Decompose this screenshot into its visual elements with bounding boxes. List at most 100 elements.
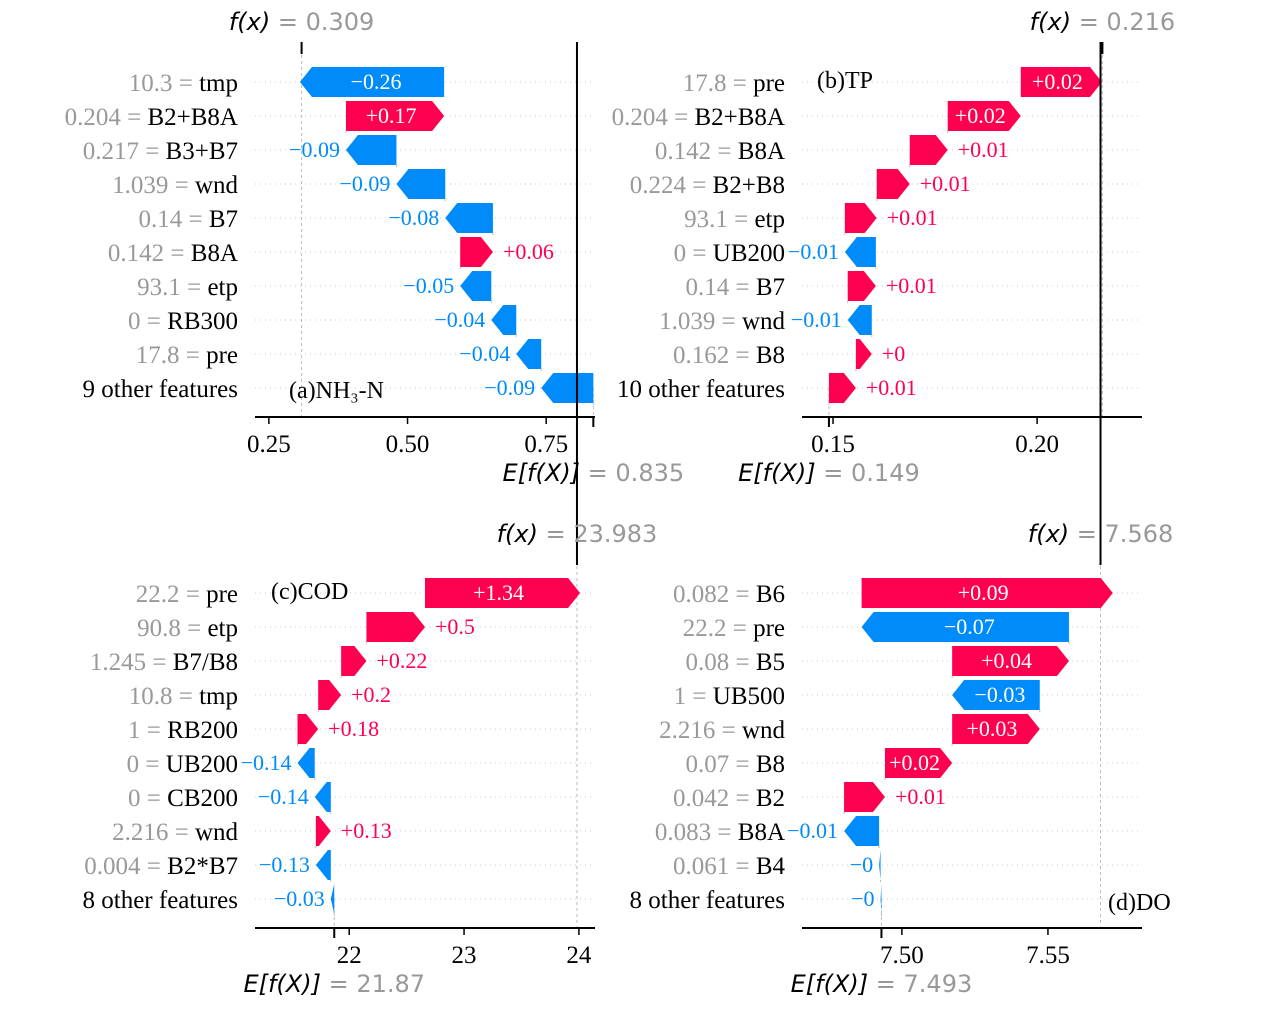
feature-label: 1.039 = wnd xyxy=(112,172,238,199)
base-label: E[f(X)] = 0.149 xyxy=(738,459,920,487)
feature-value: 90.8 xyxy=(137,615,181,642)
feature-label: 0.07 = B8 xyxy=(685,751,785,778)
equals-sign: = xyxy=(181,615,208,642)
bar-etp xyxy=(844,203,877,233)
equals-sign: = xyxy=(729,649,756,676)
feature-value: 1 xyxy=(128,717,141,744)
feature-name: etp xyxy=(754,206,785,233)
equals-sign: = xyxy=(686,683,713,710)
equals-sign: = xyxy=(139,138,166,165)
shap-value-label: +0.02 xyxy=(1032,69,1083,94)
bar-b2 xyxy=(844,782,885,812)
equals-sign: = xyxy=(181,274,208,301)
bar-ub200 xyxy=(297,748,315,778)
feature-value: 1.039 xyxy=(659,308,715,335)
feature-name: B6 xyxy=(756,581,785,608)
feature-value: 0 xyxy=(128,308,141,335)
shap-value-label: +0.01 xyxy=(920,171,971,196)
shap-value-label: −0.03 xyxy=(274,886,325,911)
feature-label: 0.204 = B2+B8A xyxy=(65,104,238,131)
feature-name: B2+B8 xyxy=(713,172,785,199)
shap-value-label: +0.01 xyxy=(886,273,937,298)
base-label: E[f(X)] = 7.493 xyxy=(791,970,973,998)
shap-value-label: −0.09 xyxy=(289,137,340,162)
bar-etp xyxy=(460,271,492,301)
waterfall-panel-c: +1.34 22.2 = pre +0.5 90.8 = etp +0.22 1.245 … xyxy=(83,42,658,998)
feature-name: 8 other features xyxy=(630,887,785,914)
equals-sign: = xyxy=(711,138,738,165)
shap-value-label: −0 xyxy=(850,852,873,877)
feature-label: 2.216 = wnd xyxy=(112,819,238,846)
shap-value-label: +0.2 xyxy=(351,682,391,707)
feature-value: 0.142 xyxy=(108,240,164,267)
feature-value: 17.8 xyxy=(683,70,727,97)
base-label: E[f(X)] = 0.835 xyxy=(503,459,685,487)
bar-wnd xyxy=(396,169,446,199)
feature-name: CB200 xyxy=(167,785,238,812)
equals-sign: = xyxy=(141,717,168,744)
bar-b7-b8 xyxy=(341,646,367,676)
shap-value-label: −0.09 xyxy=(340,171,391,196)
bar-b4 xyxy=(879,850,881,880)
feature-label: 1 = RB200 xyxy=(128,717,238,744)
bar-10-other-features xyxy=(828,373,856,403)
equals-sign: = xyxy=(146,649,173,676)
feature-value: 93.1 xyxy=(137,274,181,301)
feature-name: pre xyxy=(753,70,785,97)
feature-name: 9 other features xyxy=(83,376,238,403)
feature-label: 0 = RB300 xyxy=(128,308,238,335)
base-label: E[f(X)] = 21.87 xyxy=(243,970,425,998)
x-tick-label: 0.20 xyxy=(1015,431,1059,458)
feature-value: 0.14 xyxy=(138,206,182,233)
base-symbol: E[f(X)] xyxy=(503,459,581,487)
bar-9-other-features xyxy=(541,373,594,403)
feature-label: 10.8 = tmp xyxy=(129,683,238,710)
equals-sign: = xyxy=(172,70,199,97)
feature-value: 0.082 xyxy=(673,581,729,608)
feature-label: 0.204 = B2+B8A xyxy=(612,104,785,131)
feature-label: 0.082 = B6 xyxy=(673,581,785,608)
feature-value: 22.2 xyxy=(136,581,180,608)
feature-name: tmp xyxy=(199,683,238,710)
bar-wnd xyxy=(847,305,872,335)
base-symbol: E[f(X)] xyxy=(738,459,816,487)
feature-label: 10.3 = tmp xyxy=(129,70,238,97)
feature-label: 8 other features xyxy=(83,887,238,914)
base-symbol: E[f(X)] xyxy=(243,970,321,998)
fx-label: f(x) = 23.983 xyxy=(497,520,658,548)
feature-value: 0.08 xyxy=(685,649,729,676)
feature-label: 0.224 = B2+B8 xyxy=(630,172,785,199)
equals-sign: = xyxy=(686,172,713,199)
feature-value: 2.216 xyxy=(112,819,168,846)
x-tick-label: 22 xyxy=(337,942,362,969)
shap-value-label: −0.01 xyxy=(788,239,839,264)
feature-name: B8 xyxy=(756,751,785,778)
feature-label: 0.061 = B4 xyxy=(673,853,786,880)
feature-name: wnd xyxy=(742,717,786,744)
equals-sign: = xyxy=(729,751,756,778)
x-tick-label: 0.25 xyxy=(247,431,291,458)
equals-sign: = xyxy=(141,785,168,812)
panel-label: (d)DO xyxy=(1108,890,1171,916)
shap-value-label: +0.18 xyxy=(328,716,379,741)
bar-b8 xyxy=(855,339,872,369)
shap-value-label: +0.5 xyxy=(435,614,475,639)
feature-name: pre xyxy=(206,581,238,608)
feature-name: pre xyxy=(206,342,238,369)
bar-rb200 xyxy=(297,714,319,744)
shap-value-label: −0.14 xyxy=(258,784,309,809)
equals-sign: = xyxy=(686,240,713,267)
x-tick-label: 23 xyxy=(452,942,477,969)
feature-value: 0.14 xyxy=(685,274,729,301)
shap-value-label: +0.02 xyxy=(889,750,940,775)
equals-sign: = xyxy=(729,274,756,301)
shap-value-label: −0.01 xyxy=(787,818,838,843)
shap-value-label: −0.13 xyxy=(259,852,310,877)
feature-value: 0 xyxy=(674,240,687,267)
shap-value-label: −0.08 xyxy=(388,205,439,230)
bar-b8 xyxy=(884,748,953,778)
feature-name: B3+B7 xyxy=(166,138,238,165)
shap-value-label: +0.17 xyxy=(366,103,417,128)
